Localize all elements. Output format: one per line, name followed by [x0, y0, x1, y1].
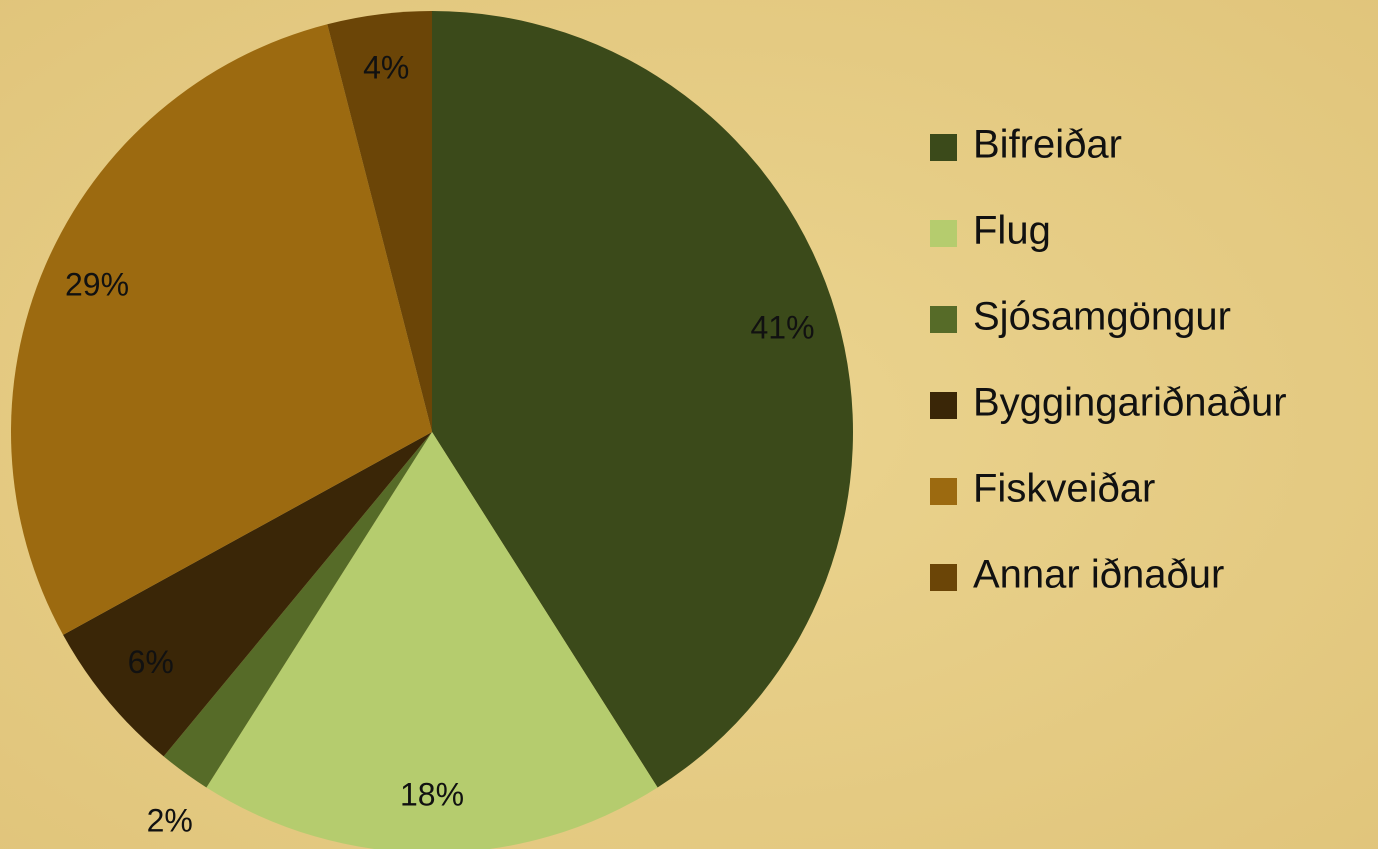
legend-swatch: [930, 134, 957, 161]
legend-label: Byggingariðnaður: [973, 381, 1287, 425]
data-label: 41%: [750, 310, 814, 346]
legend: Bifreiðar Flug Sjósamgöngur Byggingariðnaðu…: [930, 123, 1287, 597]
legend-swatch: [930, 306, 957, 333]
legend-label: Annar iðnaður: [973, 553, 1224, 597]
legend-swatch: [930, 220, 957, 247]
legend-swatch: [930, 478, 957, 505]
legend-swatch: [930, 392, 957, 419]
data-label: 4%: [363, 49, 409, 85]
legend-label: Flug: [973, 209, 1051, 253]
pie-slice: [163, 432, 432, 788]
data-label: 6%: [128, 644, 174, 680]
data-label: 29%: [65, 266, 129, 302]
pie-slice: [10, 24, 433, 635]
pie-slice: [327, 11, 432, 432]
pie: 41% 18% 2% 6% 29% 4%: [10, 11, 853, 849]
data-label: 18%: [400, 776, 464, 812]
legend-swatch: [930, 564, 957, 591]
data-label: 2%: [147, 802, 193, 838]
pie-slice: [432, 11, 853, 788]
pie-slice: [206, 432, 658, 849]
legend-label: Sjósamgöngur: [973, 295, 1231, 339]
pie-slice: [63, 432, 432, 757]
legend-label: Fiskveiðar: [973, 467, 1155, 511]
legend-label: Bifreiðar: [973, 123, 1122, 167]
